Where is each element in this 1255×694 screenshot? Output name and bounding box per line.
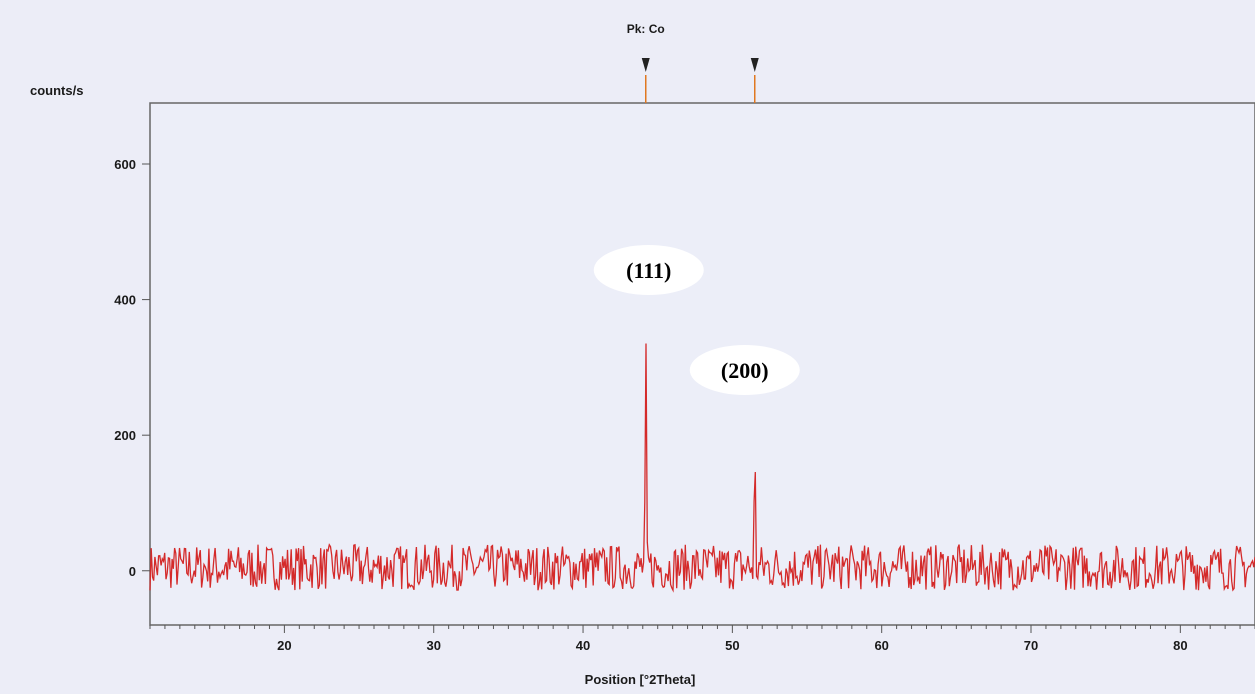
x-tick-label: 30	[426, 638, 440, 653]
x-tick-label: 60	[874, 638, 888, 653]
y-tick-label: 600	[114, 157, 136, 172]
x-tick-label: 70	[1024, 638, 1038, 653]
peak-label: (111)	[626, 258, 671, 283]
reference-pattern-label: Pk: Co	[627, 22, 665, 36]
peak-label-bubble	[689, 345, 800, 395]
reference-marker	[750, 58, 759, 72]
x-axis-title: Position [°2Theta]	[585, 672, 696, 687]
peak-label: (200)	[721, 358, 769, 383]
y-axis-title: counts/s	[30, 83, 83, 98]
y-tick-label: 0	[129, 564, 136, 579]
peak-label-bubble	[593, 245, 704, 295]
plot-area: 20 30 40 50 60 70 80 0 200 400 600 (111) (200)	[114, 58, 1255, 653]
series-line	[149, 343, 1255, 593]
x-tick-label: 80	[1173, 638, 1187, 653]
reference-marker	[641, 58, 650, 72]
x-tick-label: 50	[725, 638, 739, 653]
y-tick-label: 400	[114, 293, 136, 308]
x-tick-label: 40	[576, 638, 590, 653]
y-tick-label: 200	[114, 428, 136, 443]
x-tick-label: 20	[277, 638, 291, 653]
